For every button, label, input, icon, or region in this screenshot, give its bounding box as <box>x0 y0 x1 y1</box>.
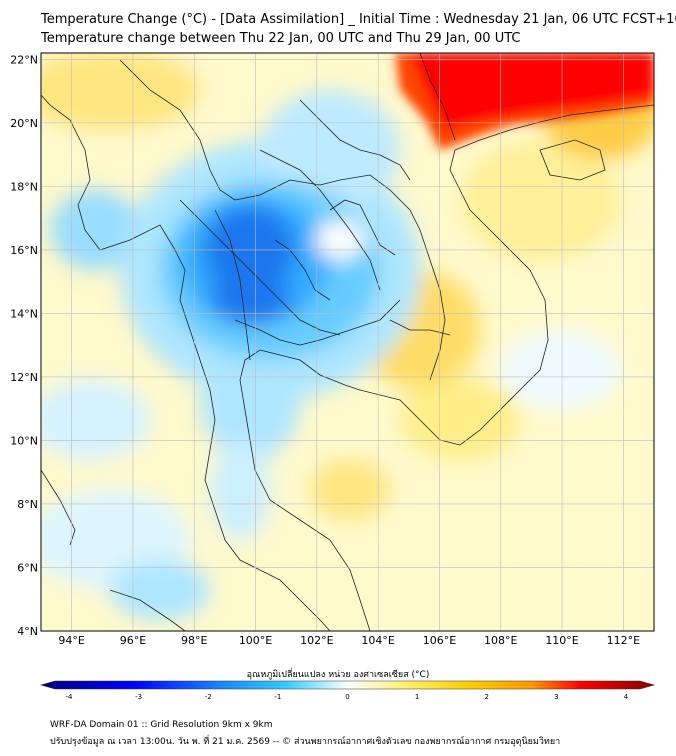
colorbar-label: อุณหภูมิเปลี่ยนแปลง หน่วย องศาเซลเซียส (… <box>246 670 430 680</box>
colorbar: -4 -3 -2 -1 0 1 2 3 4 <box>39 680 656 701</box>
colorbar-tick-label: 2 <box>485 693 489 701</box>
lon-label: 102°E <box>300 634 333 647</box>
lat-label: 4°N <box>17 625 38 638</box>
colorbar-tick-label: 3 <box>554 693 558 701</box>
footer-model-info: WRF-DA Domain 01 :: Grid Resolution 9km … <box>50 720 273 730</box>
colorbar-tick-label: -3 <box>135 693 142 701</box>
lat-label: 18°N <box>10 180 38 193</box>
lat-label: 6°N <box>17 561 38 574</box>
lat-label: 14°N <box>10 307 38 320</box>
footer-credit: ปรับปรุงข้อมูล ณ เวลา 13:00น. วัน พ. ที่… <box>50 737 561 747</box>
colorbar-tick-label: -4 <box>66 693 74 701</box>
lat-label: 22°N <box>10 53 38 66</box>
gridlines <box>41 53 654 631</box>
temperature-field <box>41 53 654 631</box>
lon-label: 106°E <box>423 634 456 647</box>
lat-label: 20°N <box>10 117 38 130</box>
lon-label: 110°E <box>545 634 578 647</box>
lat-label: 10°N <box>10 434 38 447</box>
lat-label: 16°N <box>10 244 38 257</box>
lon-label: 108°E <box>484 634 517 647</box>
lon-label: 104°E <box>361 634 394 647</box>
map-subtitle: Temperature change between Thu 22 Jan, 0… <box>41 31 521 46</box>
lat-label: 8°N <box>17 498 38 511</box>
longitude-labels: 94°E 96°E 98°E 100°E 102°E 104°E 106°E 108°E 110… <box>58 634 640 647</box>
coastlines-borders <box>41 53 654 631</box>
colorbar-tick-label: 1 <box>415 693 419 701</box>
colorbar-tick-label: 4 <box>624 693 629 701</box>
lon-label: 94°E <box>58 634 84 647</box>
lon-label: 96°E <box>120 634 146 647</box>
map-frame <box>40 52 655 632</box>
colorbar-tick-label: 0 <box>345 693 349 701</box>
lon-label: 112°E <box>607 634 640 647</box>
lon-label: 100°E <box>239 634 272 647</box>
lon-label: 98°E <box>181 634 207 647</box>
lat-label: 12°N <box>10 371 38 384</box>
map-title: Temperature Change (°C) - [Data Assimila… <box>41 12 676 27</box>
colorbar-tick-label: -2 <box>205 693 212 701</box>
latitude-labels: 22°N 20°N 18°N 16°N 14°N 12°N 10°N 8°N 6°N 4°N <box>10 53 38 638</box>
colorbar-tick-label: -1 <box>274 693 281 701</box>
